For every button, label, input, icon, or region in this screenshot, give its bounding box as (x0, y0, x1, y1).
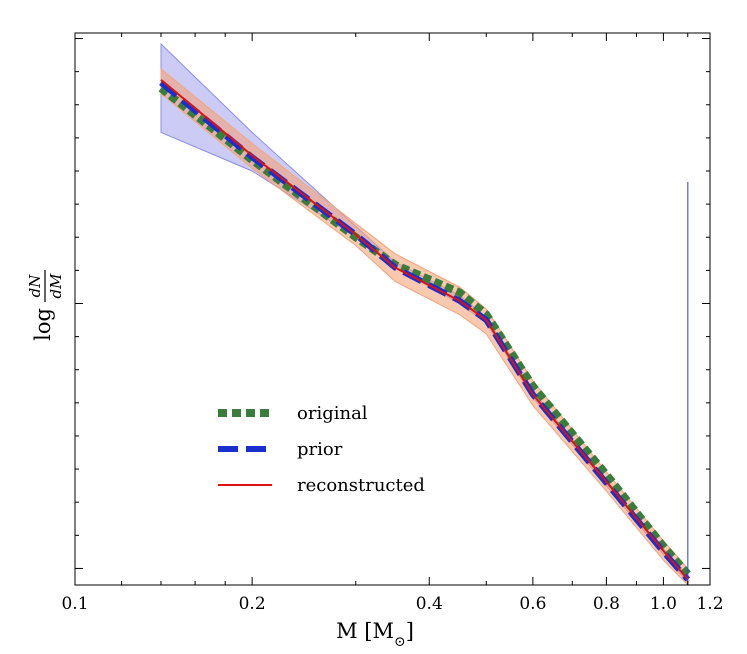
x-tick-label: 0.6 (519, 594, 546, 614)
legend-entry-prior: prior (218, 439, 343, 460)
x-axis-label-close: ] (406, 619, 414, 643)
legend-entry-reconstructed: reconstructed (218, 475, 425, 496)
x-axis-label: M [M⊙] (336, 619, 414, 650)
axis-ticks: 0.1 0.2 0.4 0.6 0.8 1.0 1.2 (61, 33, 724, 614)
legend-label-original: original (297, 403, 368, 424)
x-axis-label-sub: ⊙ (394, 634, 406, 650)
x-tick-label: 0.2 (239, 594, 266, 614)
plot-area: 0.1 0.2 0.4 0.6 0.8 1.0 1.2 (61, 32, 724, 614)
series-lines (158, 79, 691, 582)
y-axis-label: log dN dM (26, 270, 65, 341)
x-tick-label: 0.8 (593, 594, 620, 614)
y-axis-label-denominator: dM (47, 273, 65, 299)
x-axis-label-main: M [M (336, 619, 394, 643)
plot-background (75, 33, 710, 585)
x-tick-label: 1.0 (650, 594, 677, 614)
legend-label-reconstructed: reconstructed (297, 475, 425, 496)
y-axis-label-prefix: log (31, 308, 55, 341)
series-line-reconstructed (160, 79, 689, 581)
legend-entry-original: original (218, 403, 368, 424)
plot-frame (74, 32, 711, 586)
x-tick-label: 0.1 (61, 594, 88, 614)
x-tick-label: 1.2 (696, 594, 723, 614)
legend: original prior reconstructed (218, 403, 425, 496)
y-axis-label-numerator: dN (26, 274, 44, 298)
x-tick-label: 0.4 (416, 594, 443, 614)
legend-label-prior: prior (297, 439, 343, 460)
